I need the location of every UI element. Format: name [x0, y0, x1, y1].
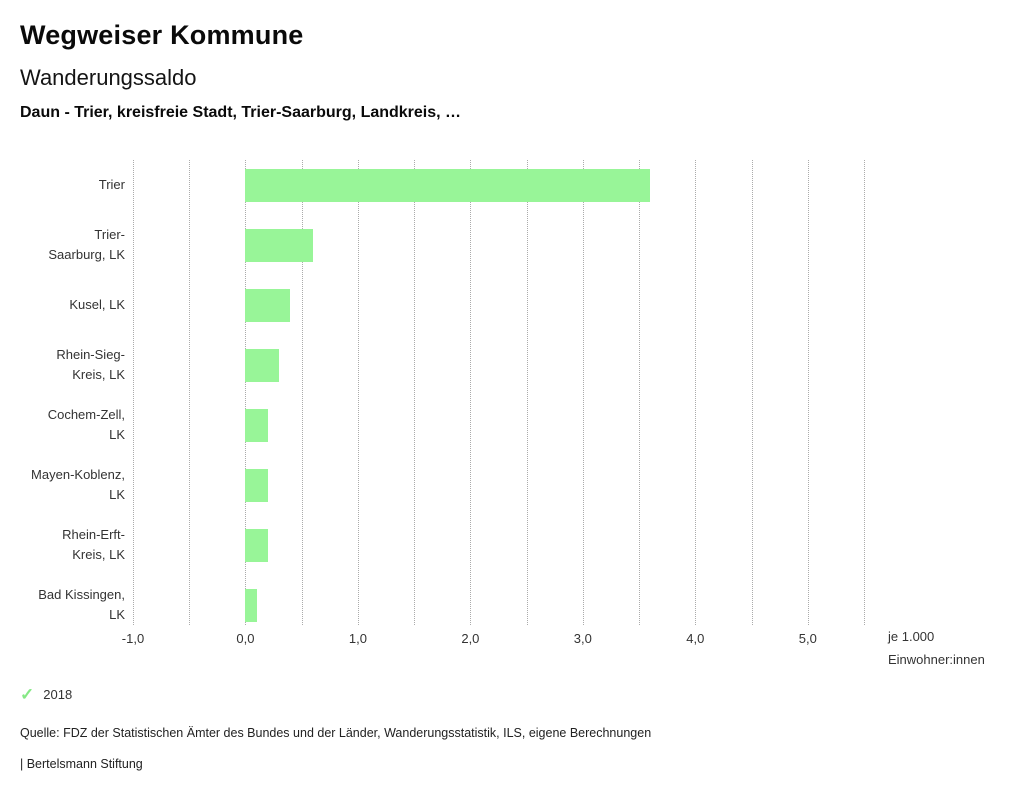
x-tick-label: 0,0	[236, 631, 255, 646]
category-label: Kusel, LK	[69, 297, 125, 312]
grid-line	[864, 160, 865, 625]
category-label: Rhein-Erft- Kreis, LK	[62, 527, 125, 562]
x-tick-label: -1,0	[121, 631, 145, 646]
unit-line-1: je 1.000	[888, 629, 935, 644]
grid-line	[414, 160, 416, 625]
check-icon: ✓	[20, 685, 35, 704]
chart-bar[interactable]	[245, 468, 268, 502]
attribution: | Bertelsmann Stiftung	[20, 757, 143, 771]
category-label: Mayen-Koblenz, LK	[31, 467, 125, 502]
grid-line	[189, 160, 191, 625]
grid-line	[357, 160, 359, 625]
grid-line	[526, 160, 528, 625]
grid-line	[751, 160, 753, 625]
chart-bar[interactable]	[245, 168, 651, 202]
x-axis-unit-label: je 1.000 Einwohner:innen	[888, 625, 985, 671]
grid-line	[245, 160, 247, 625]
category-label: Rhein-Sieg- Kreis, LK	[56, 347, 125, 382]
category-label: Trier- Saarburg, LK	[48, 227, 125, 262]
grid-line	[695, 160, 697, 625]
x-tick-label: 2,0	[461, 631, 480, 646]
chart-bar[interactable]	[245, 528, 268, 562]
grid-line	[639, 160, 641, 625]
x-tick-label: 4,0	[686, 631, 705, 646]
category-label: Cochem-Zell, LK	[47, 407, 125, 442]
page-title: Wegweiser Kommune	[20, 20, 304, 50]
x-tick-label: 5,0	[798, 631, 817, 646]
chart-bar[interactable]	[245, 408, 268, 442]
category-label: Trier	[98, 177, 125, 192]
chart-bar[interactable]	[245, 228, 313, 262]
chart-bar[interactable]	[245, 588, 257, 622]
selected-regions-subtitle: Daun - Trier, kreisfreie Stadt, Trier-Sa…	[20, 104, 462, 121]
legend-label: 2018	[43, 687, 73, 702]
chart-bar[interactable]	[245, 288, 291, 322]
x-tick-label: 1,0	[348, 631, 367, 646]
chart-bar[interactable]	[245, 348, 280, 382]
category-label: Bad Kissingen, LK	[38, 587, 125, 622]
grid-line	[301, 160, 303, 625]
grid-line	[807, 160, 809, 625]
grid-line	[133, 160, 134, 625]
x-tick-label: 3,0	[573, 631, 592, 646]
chart-title: Wanderungssaldo	[20, 65, 197, 90]
grid-line	[470, 160, 472, 625]
grid-line	[582, 160, 584, 625]
legend-item-2018[interactable]: ✓ 2018	[20, 686, 72, 703]
unit-line-2: Einwohner:innen	[888, 652, 985, 667]
source-note: Quelle: FDZ der Statistischen Ämter des …	[20, 726, 652, 740]
